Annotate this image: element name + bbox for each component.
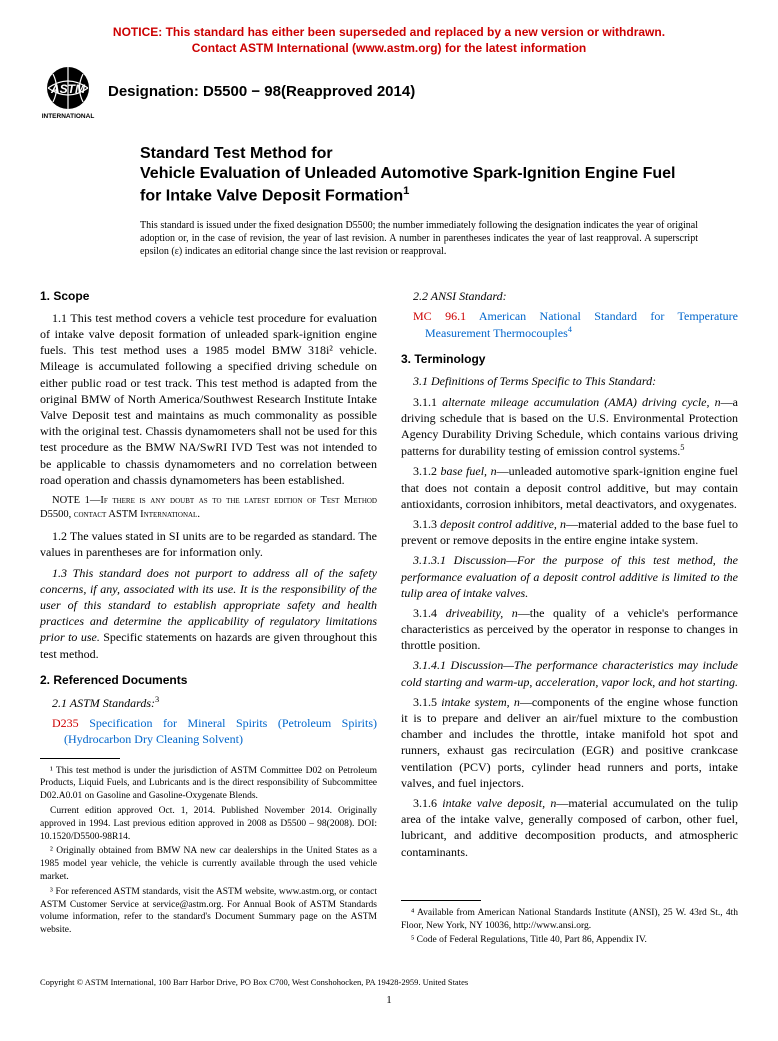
footnote-3: ³ For referenced ASTM standards, visit t…	[40, 886, 377, 937]
footnote-rule-left	[40, 758, 120, 759]
para-1-1: 1.1 This test method covers a vehicle te…	[40, 310, 377, 488]
para-3-1-4: 3.1.4 driveability, n—the quality of a v…	[401, 605, 738, 654]
footnotes-left: ¹ This test method is under the jurisdic…	[40, 765, 377, 938]
ref-link[interactable]: Specification for Mineral Spirits (Petro…	[64, 716, 377, 746]
para-3-1-4-1: 3.1.4.1 Discussion—The performance chara…	[401, 657, 738, 689]
svg-text:INTERNATIONAL: INTERNATIONAL	[42, 113, 95, 120]
title-lead: Standard Test Method for	[140, 144, 698, 164]
section-head-scope: 1. Scope	[40, 288, 377, 304]
page-number: 1	[40, 993, 738, 1008]
ref-link[interactable]: American National Standard for Temperatu…	[425, 309, 738, 340]
para-3-1-6: 3.1.6 intake valve deposit, n—material a…	[401, 795, 738, 860]
para-3-1: 3.1 Definitions of Terms Specific to Thi…	[401, 373, 738, 389]
footnote-2: ² Originally obtained from BMW NA new ca…	[40, 845, 377, 883]
ref-code: D235	[52, 716, 79, 730]
footnotes-right: ⁴ Available from American National Stand…	[401, 907, 738, 947]
footnote-4: ⁴ Available from American National Stand…	[401, 907, 738, 933]
note-1: NOTE 1—If there is any doubt as to the l…	[40, 494, 377, 522]
body-columns: 1. Scope 1.1 This test method covers a v…	[40, 278, 738, 949]
issuance-note: This standard is issued under the fixed …	[140, 219, 698, 258]
para-1-2: 1.2 The values stated in SI units are to…	[40, 528, 377, 560]
copyright-line: Copyright © ASTM International, 100 Barr…	[40, 977, 738, 988]
notice-line1: NOTICE: This standard has either been su…	[40, 24, 738, 40]
section-head-terminology: 3. Terminology	[401, 351, 738, 367]
para-2-2: 2.2 ANSI Standard:	[401, 288, 738, 304]
section-head-refdocs: 2. Referenced Documents	[40, 672, 377, 688]
header-row: ASTM INTERNATIONAL Designation: D5500 − …	[40, 64, 738, 120]
title-main: Vehicle Evaluation of Unleaded Automotiv…	[140, 164, 698, 206]
left-column: 1. Scope 1.1 This test method covers a v…	[40, 278, 377, 949]
document-page: NOTICE: This standard has either been su…	[0, 0, 778, 1027]
notice-line2: Contact ASTM International (www.astm.org…	[40, 40, 738, 56]
footnote-1b: Current edition approved Oct. 1, 2014. P…	[40, 805, 377, 843]
ref-d235: D235 Specification for Mineral Spirits (…	[40, 715, 377, 747]
para-3-1-3-1: 3.1.3.1 Discussion—For the purpose of th…	[401, 552, 738, 601]
svg-text:ASTM: ASTM	[50, 82, 86, 96]
para-3-1-5: 3.1.5 intake system, n—components of the…	[401, 694, 738, 791]
footnote-1a: ¹ This test method is under the jurisdic…	[40, 765, 377, 803]
ref-code: MC 96.1	[413, 309, 466, 323]
para-3-1-2: 3.1.2 base fuel, n—unleaded automotive s…	[401, 463, 738, 512]
para-3-1-3: 3.1.3 deposit control additive, n—materi…	[401, 516, 738, 548]
para-3-1-1: 3.1.1 alternate mileage accumulation (AM…	[401, 394, 738, 460]
para-2-1: 2.1 ASTM Standards:3	[40, 694, 377, 711]
right-column: 2.2 ANSI Standard: MC 96.1 American Nati…	[401, 278, 738, 949]
footnote-rule-right	[401, 900, 481, 901]
designation-text: Designation: D5500 − 98(Reapproved 2014)	[108, 82, 415, 102]
astm-logo: ASTM INTERNATIONAL	[40, 64, 96, 120]
notice-banner: NOTICE: This standard has either been su…	[40, 24, 738, 56]
ref-mc961: MC 96.1 American National Standard for T…	[401, 308, 738, 341]
title-block: Standard Test Method for Vehicle Evaluat…	[140, 144, 698, 206]
para-1-3: 1.3 This standard does not purport to ad…	[40, 565, 377, 662]
footnote-5: ⁵ Code of Federal Regulations, Title 40,…	[401, 934, 738, 947]
